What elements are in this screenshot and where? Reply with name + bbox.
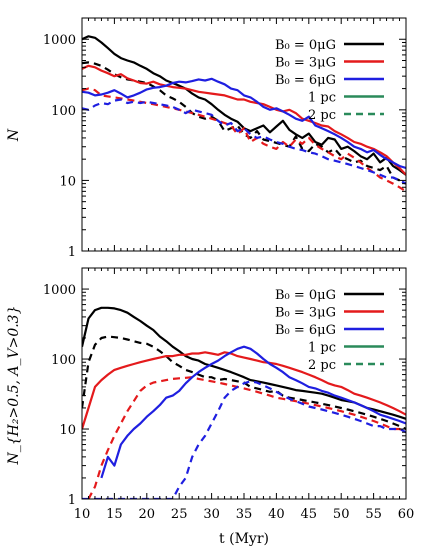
x-tick-label: 10 xyxy=(74,507,91,522)
series-line-0 xyxy=(82,35,406,176)
x-tick-label: 40 xyxy=(268,507,285,522)
x-tick-label: 20 xyxy=(139,507,156,522)
series-line-4 xyxy=(82,77,406,170)
legend-label: 2 pc xyxy=(308,358,336,373)
series-line-3 xyxy=(82,87,406,193)
x-tick-label: 15 xyxy=(106,507,123,522)
series-line-5 xyxy=(82,98,406,185)
series-line-2 xyxy=(82,351,406,430)
x-tick-label: 50 xyxy=(333,507,350,522)
top-panel: 1 10 100 1000 N B₀ = 0μG B₀ = 3μG B₀ = 6μG 1 p… xyxy=(6,17,407,260)
series-line-2 xyxy=(82,64,406,176)
bottom-panel-legend: B₀ = 0μG B₀ = 3μG B₀ = 6μG 1 pc 2 pc xyxy=(275,288,384,373)
legend-label: B₀ = 0μG xyxy=(275,288,336,303)
x-tick-label: 25 xyxy=(171,507,188,522)
series-line-4 xyxy=(100,345,406,479)
legend-label: B₀ = 6μG xyxy=(275,73,336,88)
top-panel-frame xyxy=(81,17,407,252)
top-panel-series xyxy=(82,35,406,193)
x-tick-label: 30 xyxy=(203,507,220,522)
series-line-1 xyxy=(82,61,406,185)
y-tick-label: 10 xyxy=(59,423,76,438)
y-tick-label: 1000 xyxy=(43,283,76,298)
y-tick-label: 1 xyxy=(68,245,76,260)
legend-label: B₀ = 3μG xyxy=(275,306,336,321)
x-tick-label: 55 xyxy=(365,507,382,522)
x-tick-label: 45 xyxy=(301,507,318,522)
y-tick-label: 10 xyxy=(59,174,76,189)
legend-label: B₀ = 0μG xyxy=(275,38,336,53)
y-tick-label: 100 xyxy=(51,104,76,119)
top-panel-ticks: 1 10 100 1000 xyxy=(43,17,407,260)
y-tick-label: 1000 xyxy=(43,33,76,48)
series-line-5 xyxy=(82,380,406,499)
top-panel-legend: B₀ = 0μG B₀ = 3μG B₀ = 6μG 1 pc 2 pc xyxy=(275,38,384,123)
bottom-panel-series xyxy=(82,306,406,499)
legend-label: 2 pc xyxy=(308,108,336,123)
legend-label: 1 pc xyxy=(308,341,336,356)
bottom-panel-xlabel: t (Myr) xyxy=(219,531,269,547)
y-tick-label: 100 xyxy=(51,353,76,368)
legend-label: B₀ = 6μG xyxy=(275,323,336,338)
x-tick-label: 60 xyxy=(398,507,415,522)
x-tick-label: 35 xyxy=(236,507,253,522)
legend-label: 1 pc xyxy=(308,91,336,106)
series-line-3 xyxy=(87,376,406,499)
top-panel-ylabel: N xyxy=(6,128,22,142)
bottom-panel-ylabel: N_{H₂>0.5, A_V>0.3} xyxy=(6,306,22,466)
legend-label: B₀ = 3μG xyxy=(275,56,336,71)
y-tick-label: 1 xyxy=(68,493,76,508)
